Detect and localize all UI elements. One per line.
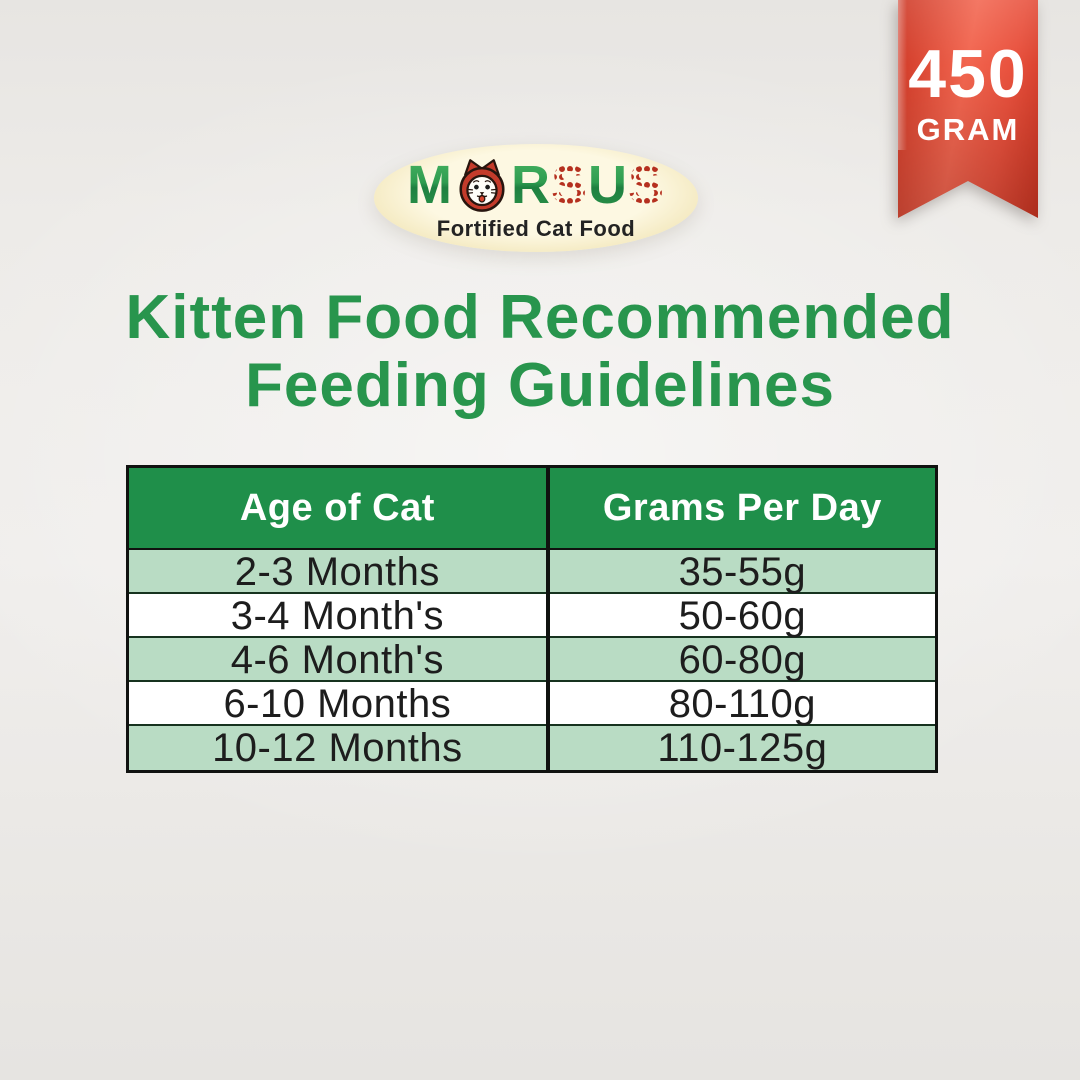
brand-letter-green: R <box>510 154 551 215</box>
age-cell: 3-4 Month's <box>129 594 550 639</box>
weight-unit: GRAM <box>916 112 1020 147</box>
page-title-line1: Kitten Food Recommended <box>125 283 955 352</box>
grams-cell: 50-60g <box>678 594 807 638</box>
weight-badge: 450 GRAM <box>898 0 1038 218</box>
grams-cell: 110-125g <box>657 726 828 770</box>
brand-letter-paw: S <box>627 154 666 215</box>
grams-cell: 35-55g <box>678 550 807 594</box>
table-row: 3-4 Month's 50-60g <box>129 594 935 639</box>
feeding-table: Age of Cat Grams Per Day 2-3 Months 35-55g… <box>126 465 938 773</box>
grams-cell: 80-110g <box>668 682 817 726</box>
column-header-age: Age of Cat <box>129 468 550 548</box>
age-cell: 4-6 Month's <box>129 638 550 683</box>
table-body: 2-3 Months 35-55g 3-4 Month's 50-60g 4-6 Mon… <box>129 550 935 771</box>
brand-letter-green: M <box>406 154 453 215</box>
table-row: 4-6 Month's 60-80g <box>129 638 935 683</box>
ribbon-shape: 450 GRAM <box>898 0 1038 218</box>
age-cell: 10-12 Months <box>129 726 550 771</box>
table-header-row: Age of Cat Grams Per Day <box>129 468 935 550</box>
brand-tagline: Fortified Cat Food <box>436 215 636 241</box>
brand-letter-paw: S <box>550 154 588 215</box>
table-row: 10-12 Months 110-125g <box>129 726 935 771</box>
page-title: Kitten Food Recommended Feeding Guidelin… <box>0 284 1080 420</box>
grams-cell: 60-80g <box>678 638 807 682</box>
cat-face-icon <box>459 158 505 212</box>
column-header-grams: Grams Per Day <box>602 486 882 529</box>
age-cell: 2-3 Months <box>129 550 550 595</box>
brand-letter-green: U <box>587 154 628 215</box>
weight-value: 450 <box>908 36 1028 112</box>
table-row: 2-3 Months 35-55g <box>129 550 935 595</box>
table-row: 6-10 Months 80-110g <box>129 682 935 727</box>
age-cell: 6-10 Months <box>129 682 550 727</box>
page-title-line2: Feeding Guidelines <box>245 351 835 420</box>
